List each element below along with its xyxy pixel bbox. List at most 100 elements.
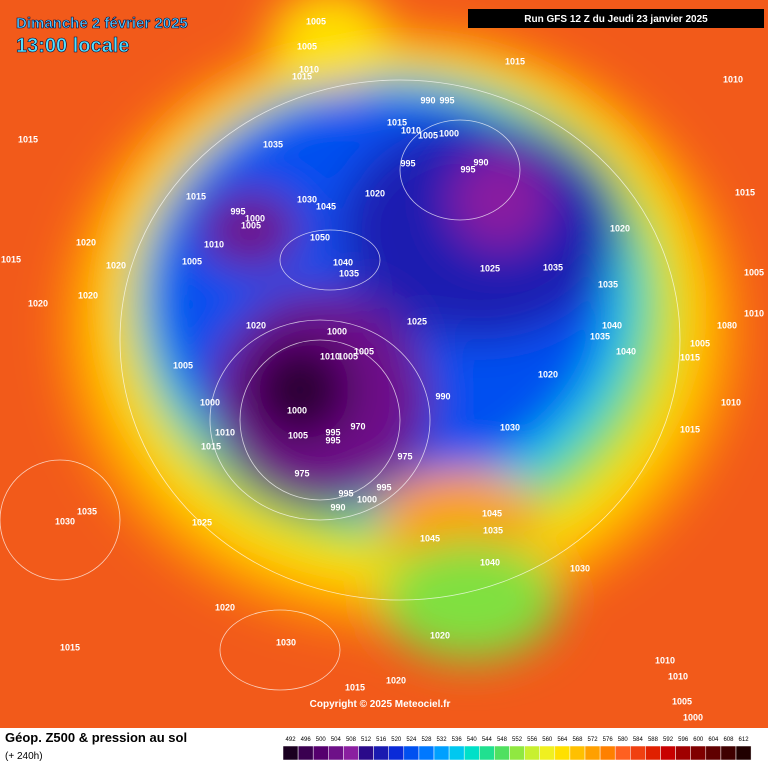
colorbar: 492 496 500 504 508 512 516 520 524 528 532 536 540 5…: [282, 737, 752, 761]
run-box: [468, 9, 764, 28]
isobar-label: 1035: [77, 506, 97, 516]
isobar-label: 1035: [543, 262, 563, 272]
colorbar-label: 604: [708, 737, 719, 743]
isobar-label: 1010: [299, 64, 319, 74]
isobar-label: 1045: [482, 508, 502, 518]
subtitle: 13:00 locale: [16, 35, 129, 57]
isobar-label: 995: [325, 435, 340, 445]
isobar-label: 1025: [480, 263, 500, 273]
colorbar-label: 612: [739, 737, 750, 743]
isobar-label: 1015: [201, 441, 221, 451]
colorbar-label: 568: [572, 737, 583, 743]
isobar-label: 1010: [723, 74, 743, 84]
isobar-label: 1015: [292, 71, 312, 81]
isobar-label: 995: [338, 488, 353, 498]
isobar-label: 1005: [288, 430, 308, 440]
isobar-label: 1005: [354, 346, 374, 356]
isobar-label: 1040: [480, 557, 500, 567]
isobar-label: 1005: [690, 338, 710, 348]
colorbar-label: 564: [557, 737, 568, 743]
colorbar-swatch: [448, 745, 465, 761]
isobar-label: 1020: [610, 223, 630, 233]
isobar-label: 1015: [60, 642, 80, 652]
colorbar-swatch: [599, 745, 616, 761]
colorbar-swatch: [297, 745, 314, 761]
colorbar-swatch: [735, 745, 752, 761]
isobar-label: 1005: [338, 351, 358, 361]
colorbar-label: 596: [678, 737, 689, 743]
colorbar-label: 504: [331, 737, 342, 743]
isobar-label: 995: [400, 158, 415, 168]
colorbar-swatch: [524, 745, 540, 761]
colorbar-label: 492: [286, 737, 297, 743]
isobar-label: 995: [325, 427, 340, 437]
isobar-label: 1030: [500, 422, 520, 432]
colorbar-swatch: [418, 745, 435, 761]
isobar-label: 1040: [616, 346, 636, 356]
isobar-label: 1015: [735, 187, 755, 197]
isobar-label: 975: [294, 468, 309, 478]
colorbar-label: 588: [648, 737, 659, 743]
isobar-label: 1030: [55, 516, 75, 526]
colorbar-label: 576: [603, 737, 614, 743]
colorbar-swatch: [569, 745, 586, 761]
isobar-label: 1000: [200, 397, 220, 407]
isobar-label: 1020: [28, 298, 48, 308]
colorbar-swatch: [614, 745, 631, 761]
isobar-label: 1020: [365, 188, 385, 198]
colorbar-swatch: [584, 745, 601, 761]
isobar-label: 995: [230, 206, 245, 216]
isobar-label: 1005: [744, 267, 764, 277]
colorbar-swatch: [539, 745, 556, 761]
colorbar-label: 556: [527, 737, 538, 743]
isobar-label: 1030: [276, 637, 296, 647]
isobar-label: 1010: [655, 655, 675, 665]
isobar-label: 990: [330, 502, 345, 512]
isobar-label: 1020: [538, 369, 558, 379]
isobar-label: 1045: [316, 201, 336, 211]
colorbar-label: 548: [497, 737, 508, 743]
colorbar-label: 584: [633, 737, 644, 743]
isobar-label: 1000: [327, 326, 347, 336]
colorbar-label: 608: [723, 737, 734, 743]
isobar-label: 1005: [182, 256, 202, 266]
isobar-label: 1010: [204, 239, 224, 249]
colorbar-swatch: [494, 745, 510, 761]
colorbar-swatch: [388, 745, 405, 761]
colorbar-label: 572: [588, 737, 599, 743]
isobar-label: 1010: [401, 125, 421, 135]
colorbar-label: 600: [693, 737, 704, 743]
isobar-label: 1020: [246, 320, 266, 330]
colorbar-swatch: [675, 745, 691, 761]
colorbar-label: 592: [663, 737, 674, 743]
isobar-label: 1005: [672, 696, 692, 706]
isobar-label: 995: [460, 164, 475, 174]
isobar-label: 1015: [505, 56, 525, 66]
colorbar-swatch: [282, 745, 299, 761]
isobar-label: 1005: [306, 16, 326, 26]
colorbar-swatch: [312, 745, 329, 761]
map-background: [0, 0, 768, 728]
colorbar-label: 544: [482, 737, 493, 743]
isobar-label: 1020: [386, 675, 406, 685]
isobar-label: 1000: [357, 494, 377, 504]
colorbar-label: 532: [437, 737, 448, 743]
isobar-label: 1040: [333, 257, 353, 267]
isobar-label: 1040: [602, 320, 622, 330]
isobar-label: 1005: [241, 220, 261, 230]
isobar-label: 1005: [173, 360, 193, 370]
colorbar-label: 512: [361, 737, 372, 743]
isobar-label: 1010: [668, 671, 688, 681]
colorbar-swatch: [645, 745, 661, 761]
run-label: Run GFS 12 Z du Jeudi 23 janvier 2025: [524, 14, 708, 25]
isobar-label: 1020: [76, 237, 96, 247]
isobar-label: 975: [397, 451, 412, 461]
copyright: Copyright © 2025 Meteociel.fr: [310, 699, 451, 710]
isobar-label: 1030: [570, 563, 590, 573]
colorbar-swatch: [660, 745, 676, 761]
isobar-label: 990: [420, 95, 435, 105]
isobar-label: 1005: [418, 130, 438, 140]
isobar-label: 1010: [320, 351, 340, 361]
